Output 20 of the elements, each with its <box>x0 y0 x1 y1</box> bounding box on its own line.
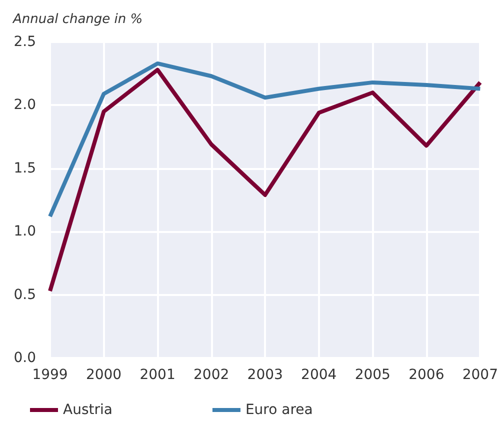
legend-label: Austria <box>63 402 112 418</box>
legend-label: Euro area <box>245 402 313 418</box>
x-tick-label: 2004 <box>301 367 337 383</box>
x-tick-label: 2000 <box>86 367 122 383</box>
y-tick-label: 0.5 <box>14 286 36 303</box>
line-series <box>48 68 482 294</box>
y-tick-label: 1.5 <box>14 160 36 176</box>
y-tick-label: 1.0 <box>14 224 36 240</box>
y-axis-title: Annual change in % <box>12 12 143 27</box>
x-tick-label: 2001 <box>140 367 176 383</box>
y-tick-label: 2.0 <box>14 97 36 114</box>
x-tick-label: 2005 <box>354 367 390 383</box>
x-tick-label: 2007 <box>462 367 498 383</box>
x-tick-label: 2006 <box>408 367 444 383</box>
y-tick-label: 0.0 <box>14 350 36 366</box>
x-tick-label: 2002 <box>194 367 230 383</box>
line-series <box>48 61 482 218</box>
x-tick-label: 1999 <box>32 367 68 383</box>
y-tick-label: 2.5 <box>14 34 36 50</box>
x-tick-label: 2003 <box>247 367 283 383</box>
